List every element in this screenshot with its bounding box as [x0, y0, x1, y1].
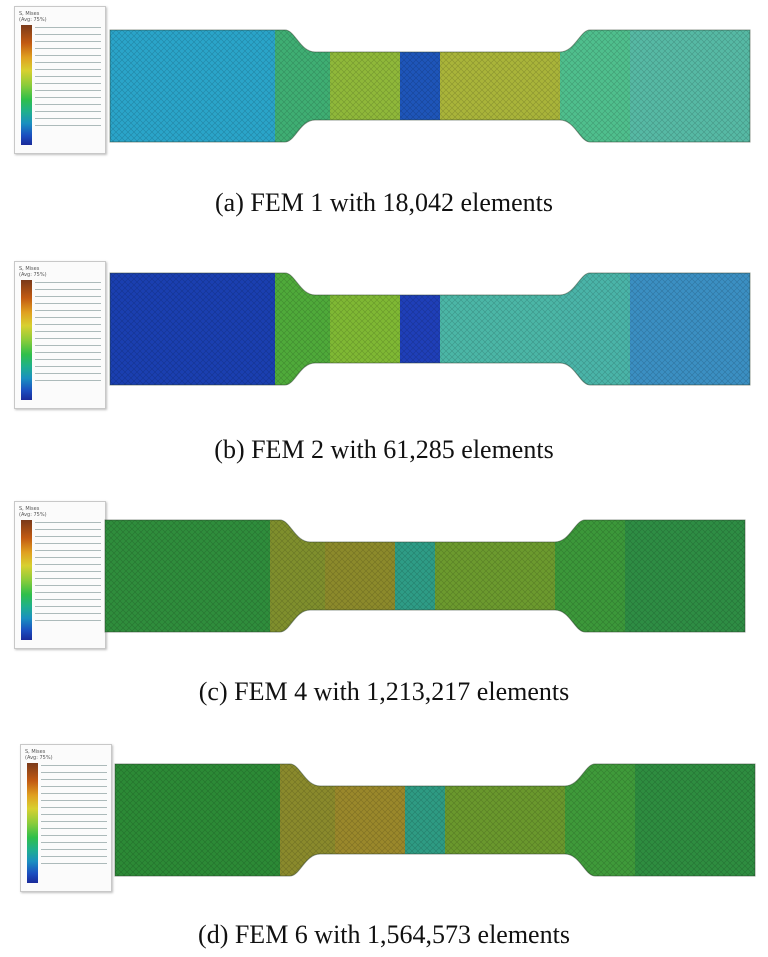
- mesh-overlay: [110, 273, 750, 385]
- legend-value-lines: [35, 522, 101, 627]
- legend-color-bar: [21, 280, 32, 400]
- legend-color-bar: [21, 520, 32, 640]
- color-legend: S, Mises (Avg: 75%): [14, 6, 106, 154]
- specimen-outline: [114, 763, 756, 877]
- legend-header: S, Mises (Avg: 75%): [19, 11, 47, 23]
- color-legend: S, Mises (Avg: 75%): [20, 744, 112, 892]
- panel-c: S, Mises (Avg: 75%) (c) FEM 4 with 1,213,…: [0, 475, 768, 720]
- legend-value-lines: [41, 765, 107, 870]
- specimen-outline: [104, 519, 746, 633]
- specimen-outline: [109, 272, 751, 386]
- mesh-overlay: [115, 764, 755, 876]
- caption-b: (b) FEM 2 with 61,285 elements: [214, 435, 554, 464]
- legend-color-bar: [21, 25, 32, 145]
- caption-a: (a) FEM 1 with 18,042 elements: [215, 188, 553, 217]
- caption-d: (d) FEM 6 with 1,564,573 elements: [198, 920, 570, 949]
- panel-b: S, Mises (Avg: 75%) (b) FEM 2 with 61,285…: [0, 235, 768, 475]
- specimen-outline: [109, 29, 751, 143]
- legend-header: S, Mises (Avg: 75%): [19, 266, 47, 278]
- panel-a: S, Mises (Avg: 75%) (a) FEM 1 with 18,042…: [0, 0, 768, 235]
- legend-value-lines: [35, 27, 101, 132]
- color-legend: S, Mises (Avg: 75%): [14, 501, 106, 649]
- specimen-c: [104, 519, 746, 633]
- caption-c: (c) FEM 4 with 1,213,217 elements: [198, 677, 570, 706]
- specimen-a: [109, 29, 751, 143]
- legend-header: S, Mises (Avg: 75%): [19, 506, 47, 518]
- color-legend: S, Mises (Avg: 75%): [14, 261, 106, 409]
- legend-color-bar: [27, 763, 38, 883]
- legend-header: S, Mises (Avg: 75%): [25, 749, 53, 761]
- mesh-overlay: [110, 30, 750, 142]
- mesh-overlay: [105, 520, 745, 632]
- specimen-d: [114, 763, 756, 877]
- panel-d: S, Mises (Avg: 75%) (d) FEM 6 with 1,564,…: [0, 720, 768, 957]
- specimen-b: [109, 272, 751, 386]
- legend-value-lines: [35, 282, 101, 387]
